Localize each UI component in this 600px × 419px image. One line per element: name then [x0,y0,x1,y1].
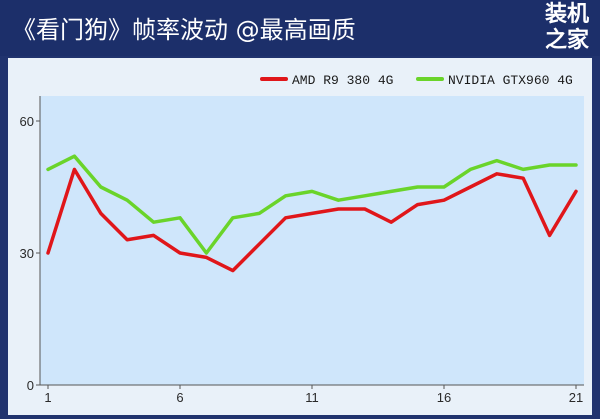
x-tick-label: 11 [305,390,319,405]
series-line-nvidia [46,154,578,255]
legend-label: AMD R9 380 4G [292,73,393,88]
y-tick-label: 30 [20,246,34,261]
chart-frame: 0 30 60 1 6 11 16 21 AMD R9 380 4G NVIDIA GTX960 … [8,58,592,415]
title-bar: 《看门狗》帧率波动 @最高画质 装机 之家 [0,0,600,56]
y-tick-label: 60 [20,114,34,129]
x-tick-label: 21 [569,390,583,405]
page-title: 《看门狗》帧率波动 @最高画质 [12,16,356,44]
x-tick-label: 16 [437,390,451,405]
x-tick-label: 1 [44,390,51,405]
x-tick-label: 6 [176,390,183,405]
plot-area [40,96,584,385]
brand-logo-line2: 之家 [544,28,589,53]
series-line-amd [46,167,578,273]
legend-label: NVIDIA GTX960 4G [448,73,573,88]
brand-logo: 装机 之家 [540,2,594,54]
brand-logo-line1: 装机 [544,2,589,27]
y-tick-label: 0 [27,378,34,393]
